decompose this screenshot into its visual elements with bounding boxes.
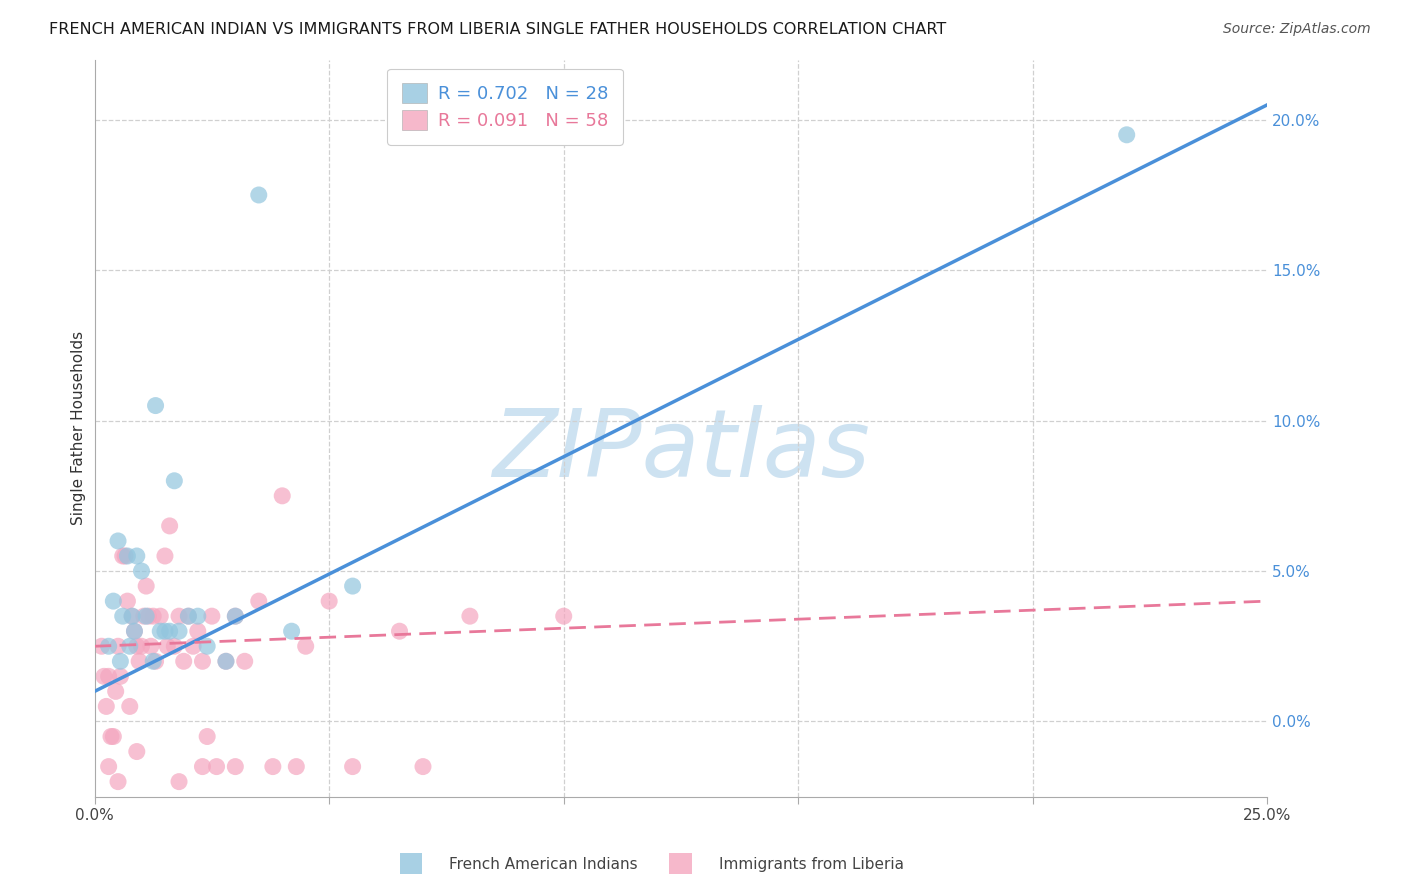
Point bbox=[342, 759, 364, 773]
Point bbox=[215, 654, 238, 668]
Point bbox=[187, 624, 209, 639]
Point bbox=[104, 684, 127, 698]
Text: FRENCH AMERICAN INDIAN VS IMMIGRANTS FROM LIBERIA SINGLE FATHER HOUSEHOLDS CORRE: FRENCH AMERICAN INDIAN VS IMMIGRANTS FRO… bbox=[49, 22, 946, 37]
Point bbox=[97, 669, 120, 683]
Point bbox=[90, 639, 112, 653]
Point bbox=[135, 609, 157, 624]
Point bbox=[177, 609, 200, 624]
Point bbox=[201, 609, 224, 624]
Point bbox=[131, 564, 153, 578]
Point bbox=[181, 639, 204, 653]
Point bbox=[117, 549, 139, 563]
Point bbox=[125, 549, 148, 563]
Point bbox=[145, 399, 167, 413]
Point bbox=[285, 759, 308, 773]
Point bbox=[124, 624, 146, 639]
Point bbox=[153, 624, 176, 639]
Point bbox=[121, 609, 143, 624]
Point bbox=[163, 474, 186, 488]
Point bbox=[191, 654, 214, 668]
Point bbox=[280, 624, 302, 639]
Point bbox=[262, 759, 284, 773]
Text: ZIPatlas: ZIPatlas bbox=[492, 405, 870, 496]
Point bbox=[458, 609, 481, 624]
Point bbox=[388, 624, 411, 639]
Point bbox=[124, 624, 146, 639]
Point bbox=[271, 489, 294, 503]
Point bbox=[205, 759, 228, 773]
Text: French American Indians: French American Indians bbox=[449, 857, 637, 871]
Point bbox=[294, 639, 316, 653]
Point bbox=[121, 609, 143, 624]
Point bbox=[167, 609, 190, 624]
Point bbox=[107, 639, 129, 653]
Point bbox=[125, 639, 148, 653]
Point bbox=[118, 699, 141, 714]
Point bbox=[128, 654, 150, 668]
Point bbox=[247, 594, 270, 608]
Point bbox=[131, 639, 153, 653]
Point bbox=[553, 609, 575, 624]
Point bbox=[111, 609, 134, 624]
Point bbox=[412, 759, 434, 773]
Point bbox=[177, 609, 200, 624]
Point bbox=[139, 639, 162, 653]
Text: Immigrants from Liberia: Immigrants from Liberia bbox=[718, 857, 904, 871]
Point bbox=[159, 519, 181, 533]
Point bbox=[318, 594, 340, 608]
Point bbox=[167, 774, 190, 789]
Point bbox=[167, 624, 190, 639]
Point bbox=[156, 639, 179, 653]
Point bbox=[114, 549, 136, 563]
Point bbox=[100, 730, 122, 744]
Point bbox=[173, 654, 195, 668]
Point bbox=[191, 759, 214, 773]
Point bbox=[149, 609, 172, 624]
Point bbox=[96, 699, 118, 714]
Point bbox=[224, 609, 246, 624]
Point bbox=[159, 624, 181, 639]
Point bbox=[103, 594, 125, 608]
Point bbox=[138, 609, 160, 624]
Point bbox=[103, 730, 125, 744]
Point bbox=[224, 759, 246, 773]
Point bbox=[93, 669, 115, 683]
Point bbox=[224, 609, 246, 624]
Point bbox=[111, 549, 134, 563]
Legend: R = 0.702   N = 28, R = 0.091   N = 58: R = 0.702 N = 28, R = 0.091 N = 58 bbox=[388, 69, 623, 145]
Text: Source: ZipAtlas.com: Source: ZipAtlas.com bbox=[1223, 22, 1371, 37]
Point bbox=[195, 730, 218, 744]
Point bbox=[233, 654, 256, 668]
Point bbox=[247, 188, 270, 202]
Point bbox=[163, 639, 186, 653]
Point bbox=[117, 594, 139, 608]
Point bbox=[187, 609, 209, 624]
Point bbox=[135, 579, 157, 593]
Point bbox=[195, 639, 218, 653]
Point bbox=[97, 639, 120, 653]
Point bbox=[1115, 128, 1137, 142]
Point bbox=[118, 639, 141, 653]
Point bbox=[97, 759, 120, 773]
Point bbox=[110, 654, 132, 668]
Point bbox=[132, 609, 155, 624]
Point bbox=[125, 745, 148, 759]
Point bbox=[342, 579, 364, 593]
Y-axis label: Single Father Households: Single Father Households bbox=[72, 331, 86, 525]
Point bbox=[149, 624, 172, 639]
Point bbox=[107, 774, 129, 789]
Point bbox=[145, 654, 167, 668]
Point bbox=[142, 609, 165, 624]
Point bbox=[107, 533, 129, 548]
Point bbox=[215, 654, 238, 668]
Point bbox=[110, 669, 132, 683]
Point bbox=[142, 654, 165, 668]
Point bbox=[153, 549, 176, 563]
